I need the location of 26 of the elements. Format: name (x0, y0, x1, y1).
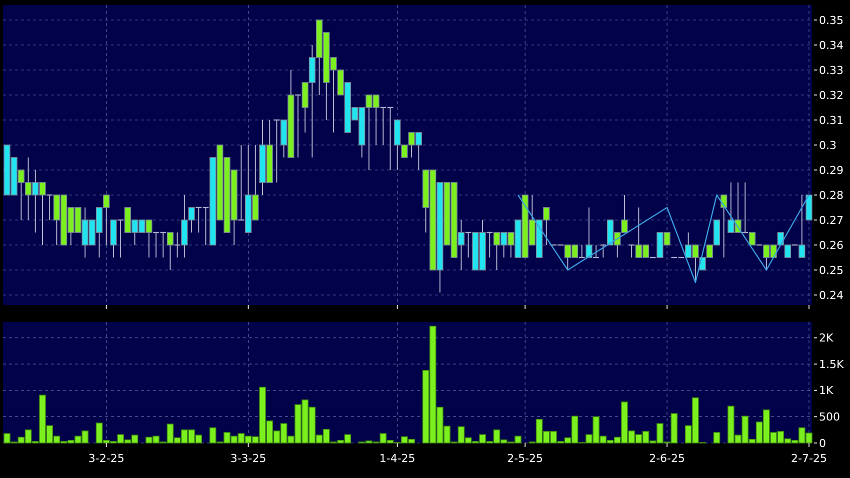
y-tick-label: 0.31 (819, 114, 844, 127)
y-tick-label: 0.27 (819, 214, 844, 227)
y-tick-label: 0.32 (819, 88, 844, 102)
x-tick-label: 2-7-25 (791, 452, 827, 465)
y-tick-label: 0.33 (819, 64, 844, 77)
y-tick-label: 0.34 (819, 38, 844, 52)
y-tick-label: 0 (819, 436, 826, 450)
y-tick-label: 0.25 (819, 264, 844, 277)
y-tick-label: 1.5K (819, 358, 844, 371)
x-tick-label: 1-4-25 (379, 452, 416, 465)
line-series (517, 194, 810, 284)
y-tick-label: 500 (819, 410, 840, 424)
y-tick-label: 1K (819, 384, 834, 398)
x-tick-label: 2-6-25 (649, 452, 686, 465)
y-tick-label: 0.26 (819, 238, 844, 252)
y-tick-label: 0.3 (819, 138, 836, 152)
bar (713, 432, 720, 444)
x-tick-label: 2-5-25 (507, 452, 544, 465)
y-tick-label: 0.24 (819, 288, 844, 302)
candlestick (748, 232, 756, 246)
x-tick-label: 3-3-25 (230, 452, 266, 465)
y-tick-label: 0.35 (819, 14, 844, 27)
y-tick-label: 0.29 (819, 164, 844, 177)
y-tick-label: 0.28 (819, 188, 844, 202)
x-tick-label: 3-2-25 (88, 452, 124, 465)
y-tick-label: 2K (819, 332, 834, 345)
